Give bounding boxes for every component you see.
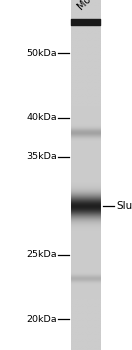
Text: 20kDa: 20kDa [26, 315, 57, 324]
Text: 40kDa: 40kDa [26, 113, 57, 122]
Text: 50kDa: 50kDa [26, 49, 57, 57]
Text: Mouse spleen: Mouse spleen [76, 0, 131, 12]
Text: 25kDa: 25kDa [26, 250, 57, 259]
Text: Slug: Slug [116, 201, 132, 211]
Text: 35kDa: 35kDa [26, 152, 57, 161]
